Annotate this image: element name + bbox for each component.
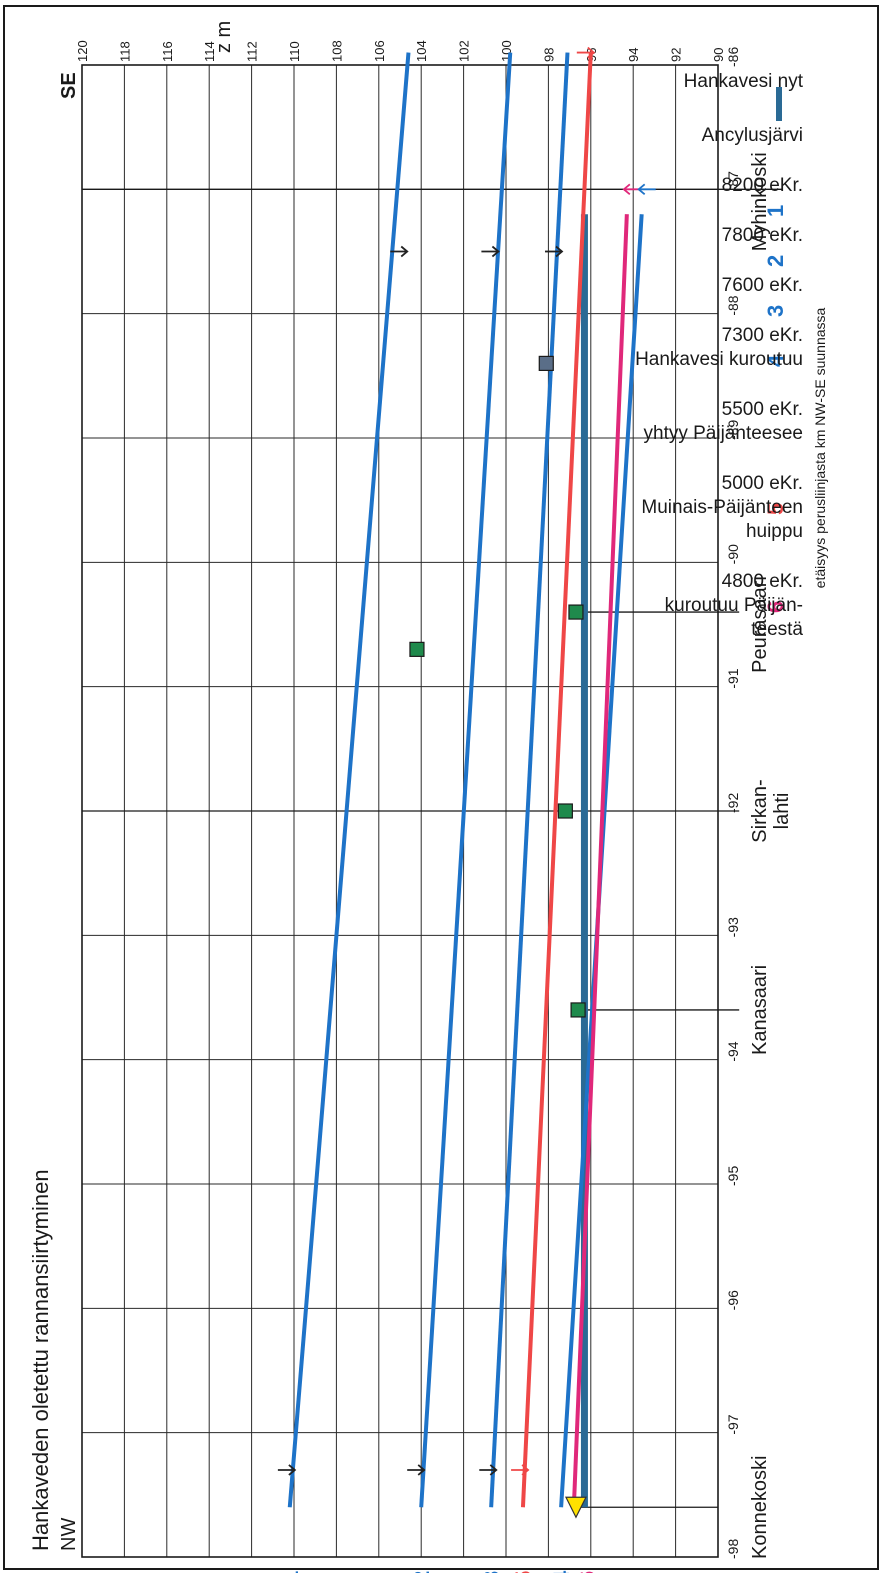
x-axis-label: etäisyys perusliinjasta km NW-SE suunnas… [812, 307, 828, 588]
y-tick-label: 108 [329, 40, 344, 62]
location-label: Peurasaari [749, 576, 771, 673]
arrow-head [489, 1464, 498, 1476]
tick-labels: -98-97-96-95-94-93-92-91-90-89-88-87-869… [75, 40, 741, 1559]
location-label: Kanasaari [749, 965, 771, 1055]
legend-symbol: 3 [763, 305, 788, 317]
arrow-head [288, 1464, 297, 1476]
line-number-label: 4 [549, 1570, 574, 1573]
legend-text: 7600 eKr. [722, 275, 803, 296]
chart-rotated: -98-97-96-95-94-93-92-91-90-89-88-87-869… [28, 21, 828, 1573]
y-tick-label: 106 [372, 40, 387, 62]
y-tick-label: 94 [626, 48, 641, 62]
series-line [520, 52, 593, 1508]
y-tick-label: 118 [117, 41, 132, 62]
legend-symbol: 6 [763, 601, 788, 613]
triangle-marker [564, 1496, 587, 1519]
series [287, 52, 644, 1508]
data-points [409, 355, 587, 1519]
y-axis-label: z m [213, 21, 235, 53]
arrow-head [491, 245, 500, 258]
chart-title: Hankaveden oletettu rannansiirtyminen [28, 1169, 53, 1551]
location-label: Konnekoski [749, 1456, 771, 1559]
se-label: SE [58, 72, 80, 99]
y-tick-label: 90 [711, 48, 726, 62]
location-markers [82, 188, 782, 1508]
line-number-label: 5 [511, 1571, 536, 1573]
line-number-label: 2 [409, 1571, 434, 1573]
legend-text: huippu [746, 521, 803, 542]
legend-text: yhtyy Päijänteesee [644, 423, 804, 444]
y-tick-label: 98 [541, 48, 556, 62]
nw-label: NW [58, 1518, 80, 1551]
y-tick-label: 112 [245, 41, 260, 62]
x-tick-label: -90 [725, 544, 741, 564]
legend-text: Hankavesi nyt [684, 71, 804, 92]
arrow-head [622, 183, 631, 196]
square-marker [570, 1002, 586, 1018]
line-number-label: 3 [479, 1571, 504, 1573]
line-number-label: 6 [575, 1571, 600, 1573]
arrow-head [587, 46, 596, 59]
legend-text: 5500 eKr. [722, 399, 803, 420]
legend-text: kuroutuu Päijän- [665, 595, 803, 616]
series-line [571, 214, 629, 1508]
arrows [277, 46, 656, 1476]
legend-text: Muinais-Päijänteen [641, 497, 803, 518]
x-tick-label: -96 [725, 1290, 741, 1310]
legend-symbol: 1 [763, 205, 788, 217]
y-tick-label: 110 [287, 41, 302, 62]
legend-text: 8200 eKr. [722, 175, 803, 196]
square-marker [538, 355, 554, 372]
legend-text: 7300 eKr. [722, 325, 803, 346]
square-marker [557, 803, 573, 819]
line-number-label: 1 [278, 1571, 303, 1573]
legend-text: 7800 eKr. [722, 225, 803, 246]
x-tick-label: -89 [725, 420, 741, 440]
legend-symbol: 5 [763, 503, 788, 515]
series-line [489, 52, 570, 1508]
x-tick-label: -95 [725, 1166, 741, 1186]
location-label: lahti [771, 793, 793, 830]
series-line [287, 52, 411, 1508]
y-tick-label: 92 [669, 48, 684, 62]
x-tick-label: -97 [725, 1414, 741, 1434]
legend-text: Hankavesi kuroutuu [635, 349, 803, 370]
x-tick-label: -93 [725, 917, 741, 937]
x-tick-label: -92 [725, 793, 741, 813]
line-end-labels: 1 2 3 5 46 [278, 1570, 600, 1573]
x-tick-label: -94 [725, 1041, 741, 1061]
y-tick-label: 114 [202, 41, 217, 62]
x-tick-label: -87 [725, 171, 741, 191]
x-tick-label: -98 [725, 1539, 741, 1559]
arrow-head [521, 1464, 530, 1476]
location-label: Myhinkoski [749, 152, 771, 251]
legend-symbol: 2 [763, 255, 788, 267]
y-tick-label: 116 [160, 41, 175, 62]
x-tick-label: -88 [725, 295, 741, 315]
square-marker [568, 604, 584, 620]
arrow-head [555, 245, 564, 258]
legend-text: Ancylusjärvi [702, 125, 803, 146]
series-line [419, 52, 513, 1508]
arrow-head [400, 245, 409, 258]
legend: Hankavesi nyt Ancylusjärvi 1 8200 eKr. 2 7800… [635, 71, 804, 640]
x-tick-label: -86 [725, 47, 741, 67]
square-marker [409, 641, 425, 657]
legend-text: 4800 eKr. [722, 571, 803, 592]
y-tick-label: 102 [457, 40, 472, 62]
arrow-head [417, 1464, 426, 1476]
legend-text: teestä [751, 619, 803, 640]
y-tick-label: 120 [75, 40, 90, 62]
legend-symbol: 4 [763, 354, 788, 367]
location-label: Sirkan- [749, 779, 771, 842]
y-tick-label: 104 [414, 40, 429, 62]
location-labels: Konnekoski Kanasaari Sirkan-lahti Peurasaar… [749, 152, 793, 1559]
x-tick-label: -91 [725, 668, 741, 688]
arrow-head [637, 183, 646, 196]
legend-bar-swatch [776, 87, 782, 121]
legend-text: 5000 eKr. [722, 473, 803, 494]
